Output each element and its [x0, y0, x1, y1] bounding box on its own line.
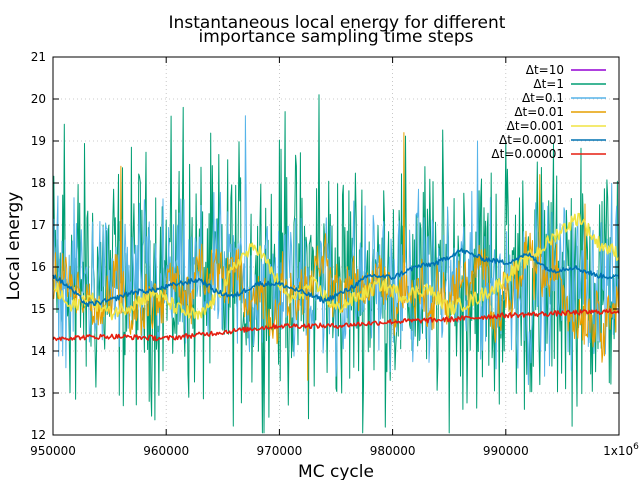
x-tick-exponent: 6 [633, 442, 639, 452]
x-tick-label: 960000 [143, 444, 189, 458]
y-tick-label: 14 [31, 344, 46, 358]
y-tick-label: 17 [31, 218, 46, 232]
x-tick-label: 1x106 [603, 442, 639, 458]
legend-label: Δt=1 [533, 77, 564, 91]
series-line [52, 247, 620, 308]
legend-label: Δt=0.1 [522, 91, 564, 105]
series-line [52, 94, 620, 434]
series-line [52, 132, 620, 381]
x-tick-label: 970000 [256, 444, 302, 458]
y-tick-label: 20 [31, 92, 46, 106]
legend-label: Δt=0.00001 [491, 147, 564, 161]
y-axis-label: Local energy [4, 192, 24, 301]
x-tick-label: 950000 [30, 444, 76, 458]
legend-label: Δt=0.01 [514, 105, 564, 119]
x-tick-label: 980000 [370, 444, 416, 458]
y-tick-label: 19 [31, 134, 46, 148]
legend-label: Δt=0.0001 [499, 133, 564, 147]
y-tick-label: 16 [31, 260, 46, 274]
x-tick-label: 990000 [483, 444, 529, 458]
chart-title-line-2: importance sampling time steps [198, 27, 473, 47]
legend-label: Δt=10 [526, 63, 564, 77]
y-tick-label: 18 [31, 176, 46, 190]
y-tick-label: 21 [31, 50, 46, 64]
legend-label: Δt=0.001 [507, 119, 564, 133]
series-line [52, 308, 620, 342]
x-axis-label: MC cycle [298, 462, 374, 480]
series-group [52, 94, 620, 434]
ticks: 950000 960000 970000 980000 990000 1x106 12 13 1… [30, 50, 639, 458]
series-line [52, 115, 620, 386]
y-tick-label: 12 [31, 428, 46, 442]
series-line [52, 212, 620, 321]
y-tick-label: 13 [31, 386, 46, 400]
plot-frame [52, 56, 620, 436]
y-tick-label: 15 [31, 302, 46, 316]
chart-title-line-1: Instantaneous local energy for different [169, 13, 506, 33]
legend: Δt=10Δt=1Δt=0.1Δt=0.01Δt=0.001Δt=0.0001Δ… [491, 63, 606, 161]
